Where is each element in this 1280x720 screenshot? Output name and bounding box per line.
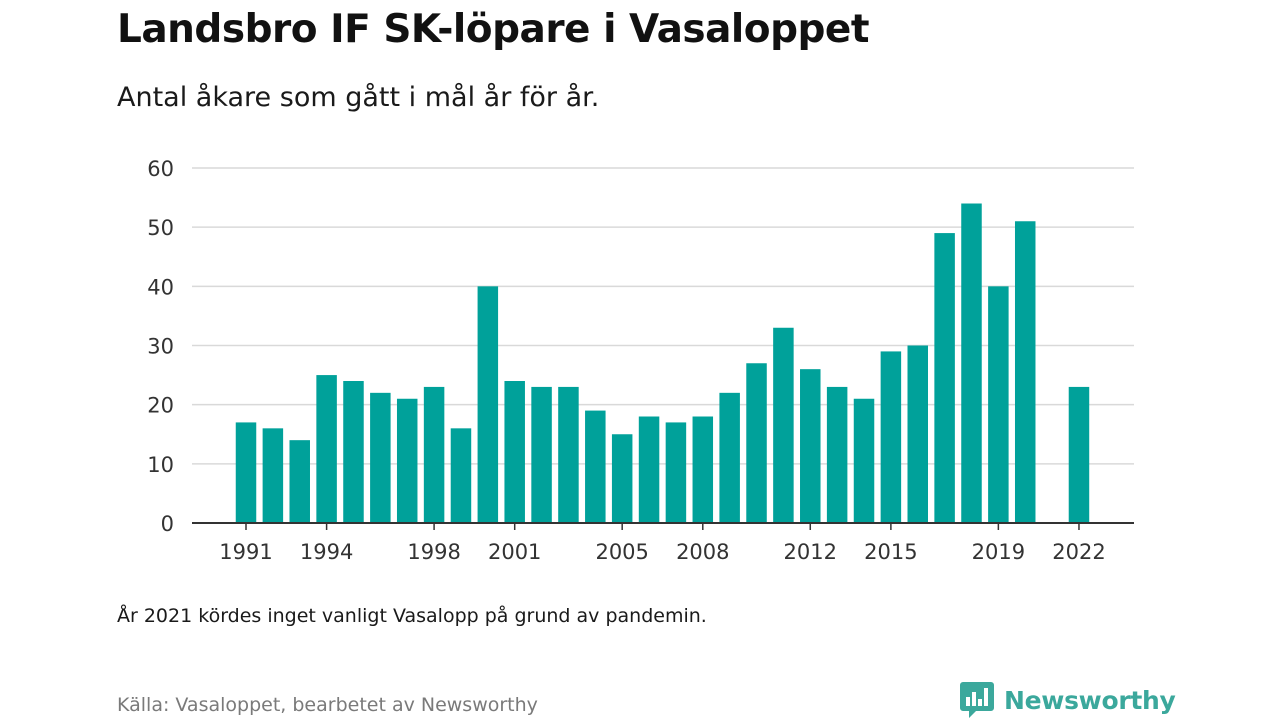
bar-2018 <box>961 203 982 523</box>
bar-2004 <box>585 410 606 523</box>
x-tick-label: 2008 <box>676 540 729 564</box>
y-tick-label: 10 <box>147 453 174 477</box>
bar-2022 <box>1068 386 1090 523</box>
bar-2013 <box>826 386 848 523</box>
bar-2001 <box>504 381 525 523</box>
bar-2008 <box>692 416 714 523</box>
bar-2017 <box>934 233 955 524</box>
x-tick-label: 1998 <box>407 540 460 564</box>
y-tick-label: 60 <box>147 157 174 181</box>
chart-subtitle: Antal åkare som gått i mål år för år. <box>117 82 600 113</box>
bar-1998 <box>423 386 445 523</box>
bar-2005 <box>611 434 633 523</box>
bar-2002 <box>531 386 552 523</box>
bar-2016 <box>907 345 928 523</box>
x-tick-label: 2012 <box>784 540 837 564</box>
bar-2011 <box>773 327 794 523</box>
bar-2009 <box>719 392 740 523</box>
y-tick-label: 40 <box>147 275 174 299</box>
chart-title: Landsbro IF SK-löpare i Vasaloppet <box>117 7 870 52</box>
bar-2003 <box>558 386 579 523</box>
source-credit: Källa: Vasaloppet, bearbetet av Newswort… <box>117 694 538 716</box>
bar-2012 <box>800 369 821 523</box>
x-tick-label: 2001 <box>488 540 541 564</box>
x-tick-label: 1994 <box>300 540 353 564</box>
bar-1992 <box>262 428 284 523</box>
bar-2015 <box>880 351 902 523</box>
y-tick-label: 50 <box>147 216 174 240</box>
y-tick-label: 20 <box>147 394 174 418</box>
bar-2019 <box>988 286 1009 523</box>
bar-1994 <box>316 375 337 523</box>
bar-1999 <box>450 428 472 523</box>
bar-2007 <box>665 422 687 523</box>
bar-2006 <box>638 416 660 523</box>
bar-1991 <box>235 422 257 523</box>
y-tick-label: 30 <box>147 335 174 359</box>
newsworthy-brand: Newsworthy <box>960 680 1176 720</box>
chart-footnote: År 2021 kördes inget vanligt Vasalopp på… <box>117 605 707 627</box>
bar-2014 <box>853 398 875 523</box>
x-tick-label: 2019 <box>972 540 1025 564</box>
x-tick-label: 2005 <box>595 540 648 564</box>
bar-1995 <box>343 381 364 523</box>
x-tick-label: 2022 <box>1052 540 1105 564</box>
bar-1993 <box>289 440 310 523</box>
y-tick-label: 0 <box>161 512 174 536</box>
bar-2000 <box>477 286 499 523</box>
bar-2020 <box>1014 221 1036 523</box>
brand-name: Newsworthy <box>1004 685 1176 715</box>
x-tick-label: 1991 <box>219 540 272 564</box>
x-tick-label: 2015 <box>864 540 917 564</box>
bar-chart-speech-bubble-icon <box>960 682 994 718</box>
bar-chart: 0 10 20 30 40 50 60 1991 1994 1998 2001 2005 2008 201… <box>147 157 1134 564</box>
bar-2010 <box>746 363 767 523</box>
bar-1997 <box>396 398 418 523</box>
bar-1996 <box>370 392 391 523</box>
